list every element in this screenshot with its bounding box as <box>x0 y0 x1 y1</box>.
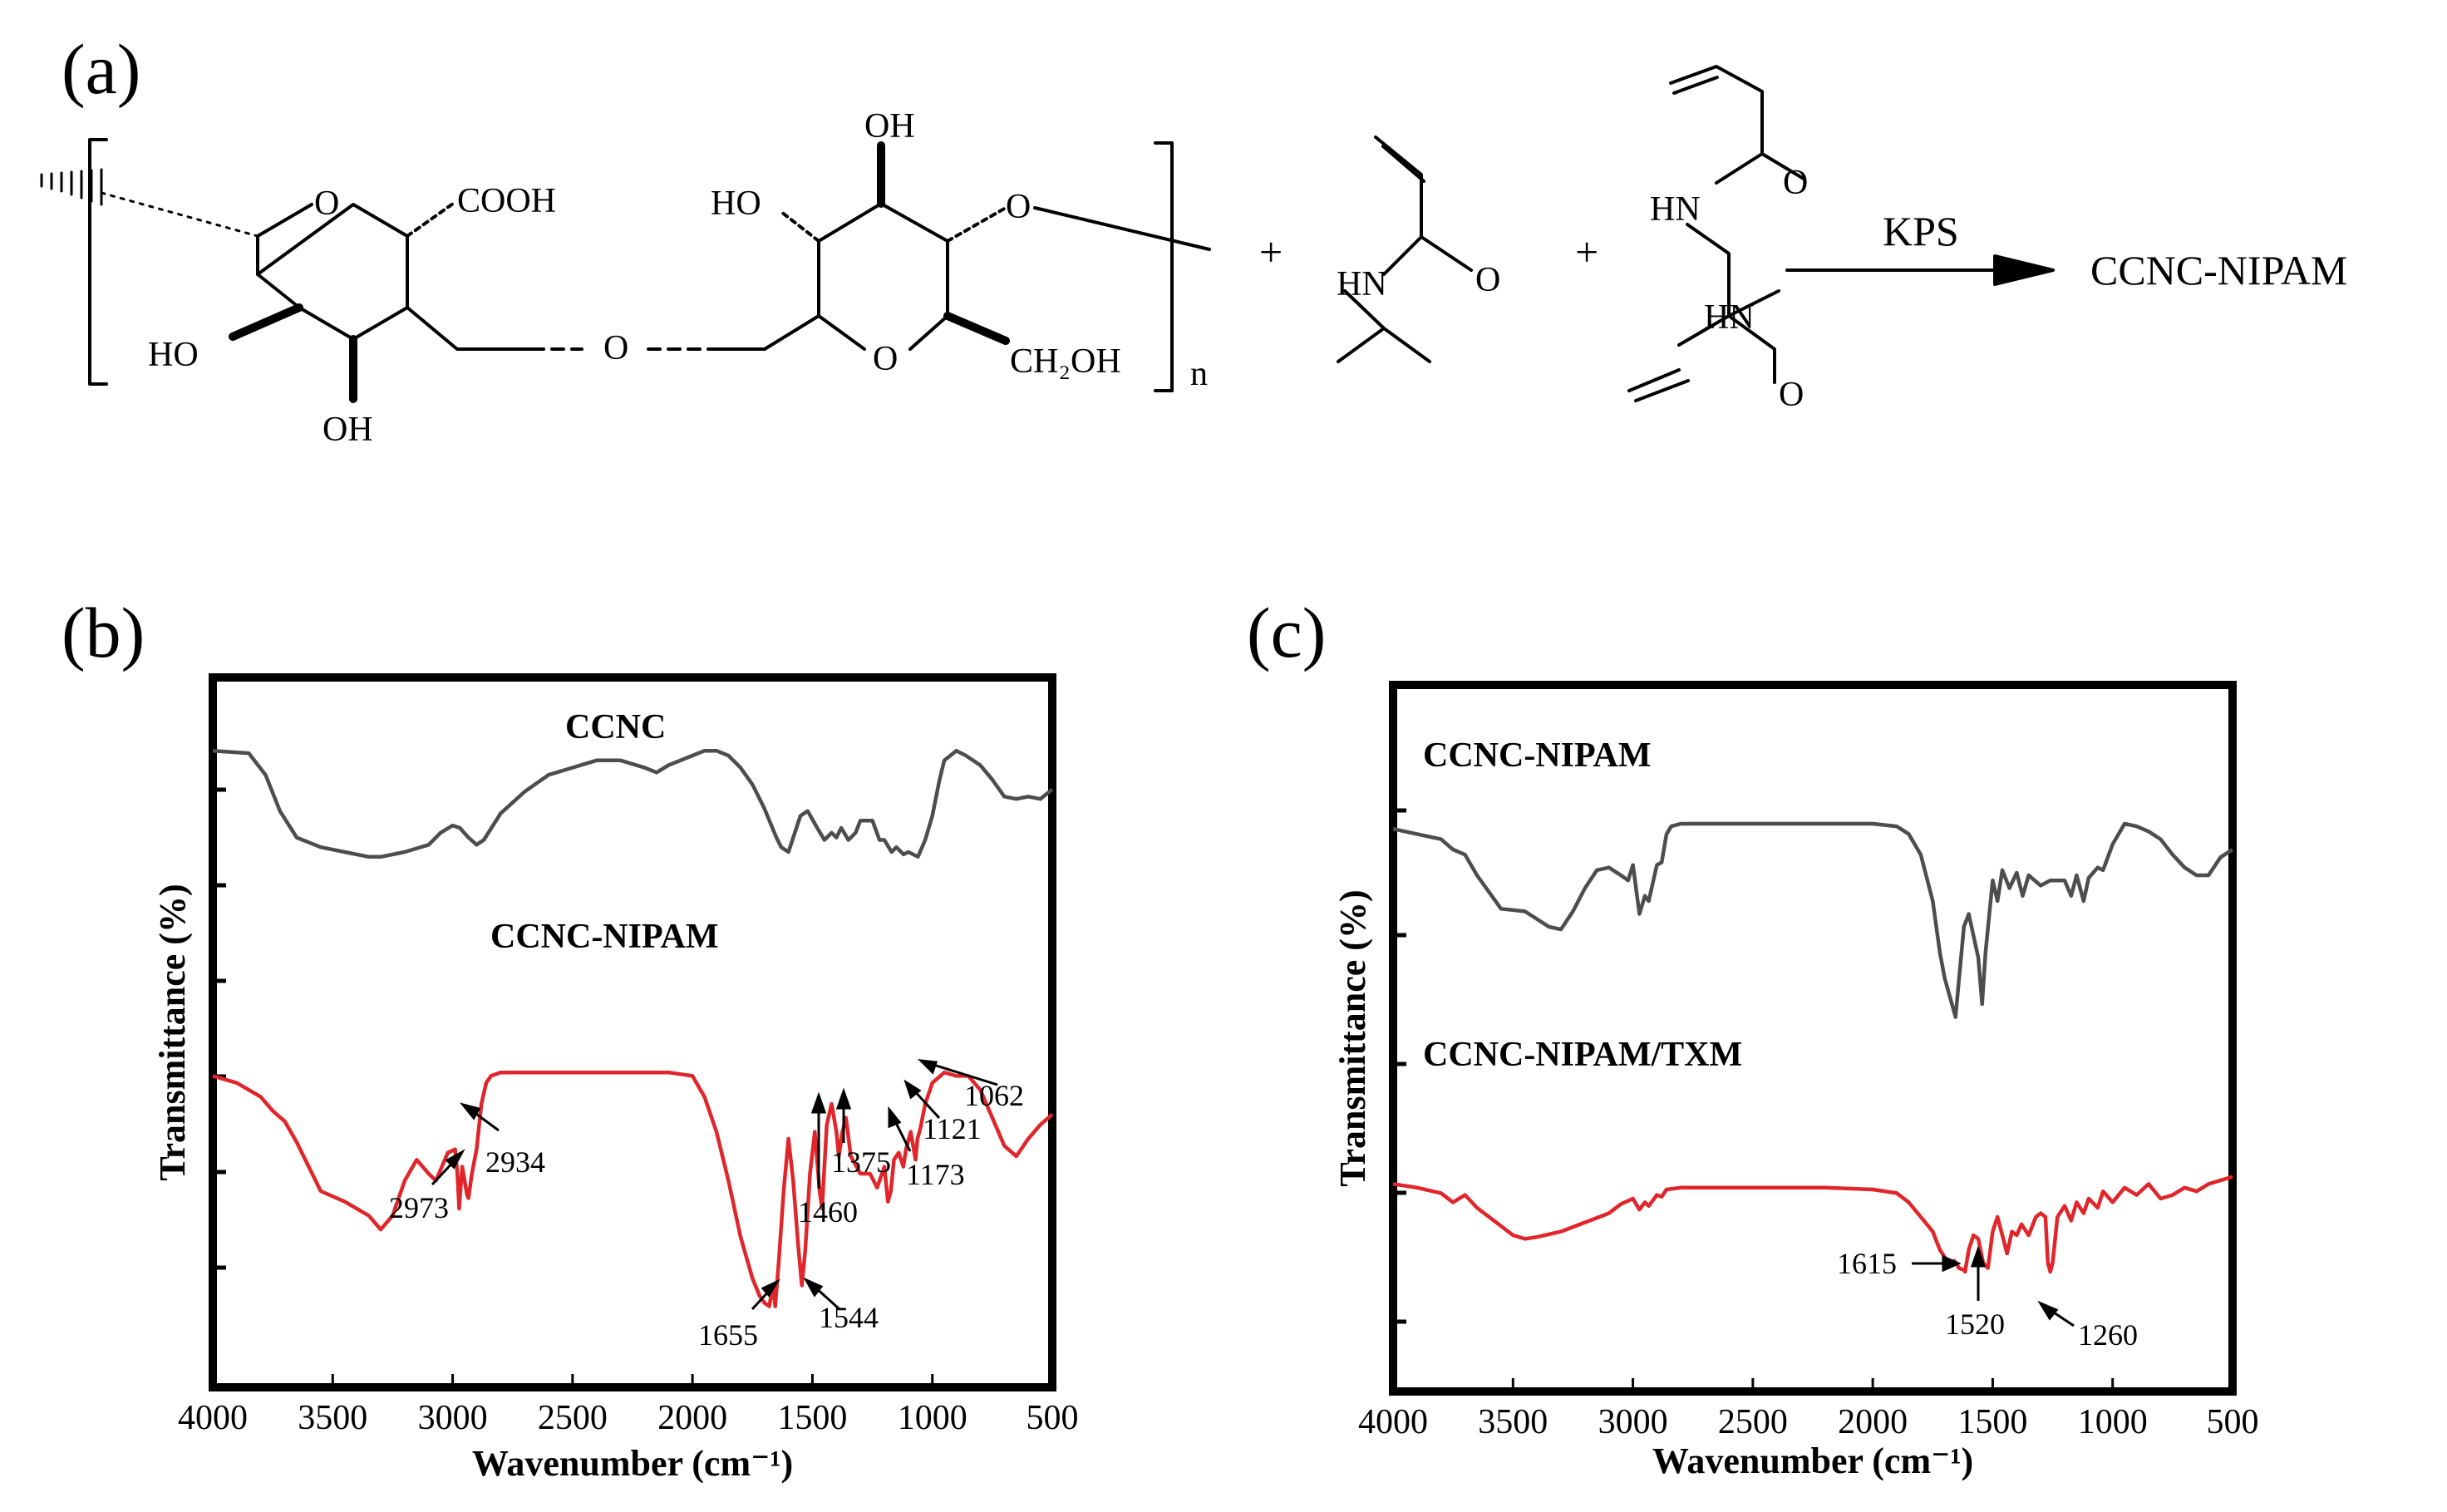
series-line-ccnc-nipam <box>1392 821 2234 1019</box>
series-label-ccnc-nipam-txm-c: CCNC-NIPAM/TXM <box>1423 1036 1742 1074</box>
catalyst-label: KPS <box>1883 208 1959 254</box>
x-tick-label: 2500 <box>1718 1403 1788 1441</box>
reaction-scheme <box>40 65 2055 403</box>
x-tick-label: 3000 <box>418 1399 488 1437</box>
x-axis-title-c: Wavenumber (cm⁻¹) <box>1652 1441 1973 1481</box>
right-bracket <box>1154 141 1174 392</box>
peak-label-1544: 1544 <box>819 1301 879 1334</box>
peak-label-2934: 2934 <box>485 1145 545 1179</box>
ho-ring1-label: HO <box>148 336 199 374</box>
hashed-bond <box>40 168 103 206</box>
y-axis-title-c: Transmittance (%) <box>1332 889 1373 1186</box>
mba-structure <box>1627 65 1805 392</box>
oh-bottom-label: OH <box>322 411 373 449</box>
panel-label-a: (a) <box>62 29 140 109</box>
series-label-ccnc-b: CCNC <box>565 708 666 746</box>
link-oxygen: O <box>1006 188 1031 226</box>
ftir-chart-b: 4000 3500 3000 2500 2000 1500 1000 500 Wavenumb… <box>152 673 1079 1484</box>
x-tick-label: 3500 <box>1478 1403 1548 1441</box>
panel-label-c: (c) <box>1247 593 1326 672</box>
y-axis-title-b: Transmittance (%) <box>152 884 193 1180</box>
peak-label-1062: 1062 <box>964 1079 1024 1112</box>
product-label: CCNC-NIPAM <box>2090 247 2347 293</box>
nipam-hn: HN <box>1337 265 1387 303</box>
series-group-c <box>1392 821 2234 1274</box>
ring-2 <box>763 202 949 351</box>
x-tick-label: 500 <box>2207 1403 2259 1441</box>
x-tick-label: 500 <box>1027 1399 1079 1437</box>
ch2oh-label: CH₂OH <box>1010 342 1121 381</box>
ftir-chart-c: 4000 3500 3000 2500 2000 1500 1000 500 Wavenumb… <box>1332 681 2259 1481</box>
mba-oxygen-2: O <box>1779 376 1804 414</box>
mba-oxygen-1: O <box>1783 164 1808 202</box>
x-tick-label: 2500 <box>538 1399 608 1437</box>
peak-label-2973: 2973 <box>389 1191 449 1224</box>
x-axis-c: 4000 3500 3000 2500 2000 1500 1000 500 <box>1358 1378 2259 1441</box>
x-tick-label: 2000 <box>657 1399 727 1437</box>
peak-label-1375: 1375 <box>831 1145 891 1179</box>
peak-label-1460: 1460 <box>798 1195 858 1229</box>
plus-sign-1: + <box>1259 229 1283 275</box>
x-tick-label: 1500 <box>1957 1403 2027 1441</box>
left-bracket <box>88 138 108 386</box>
mba-hn-2: HN <box>1704 298 1755 337</box>
series-line-ccnc-nipam-txm <box>1392 1175 2233 1274</box>
panel-label-b: (b) <box>62 593 145 672</box>
series-label-ccnc-nipam-b: CCNC-NIPAM <box>490 918 719 956</box>
plot-frame-b <box>209 673 1056 1391</box>
cooh-label: COOH <box>457 182 556 220</box>
peak-label-1173: 1173 <box>906 1158 965 1191</box>
nipam-structure <box>1337 135 1473 363</box>
mba-hn-1: HN <box>1650 190 1701 229</box>
x-tick-label: 3000 <box>1598 1403 1668 1441</box>
x-tick-label: 1000 <box>898 1399 967 1437</box>
x-tick-label: 3500 <box>298 1399 367 1437</box>
nipam-oxygen: O <box>1475 261 1500 299</box>
peak-label-1260: 1260 <box>2078 1318 2138 1352</box>
x-axis-b: 4000 3500 3000 2500 2000 1500 1000 500 <box>178 1374 1079 1437</box>
y-axis-c <box>1396 808 1406 1324</box>
x-tick-label: 1500 <box>777 1399 847 1437</box>
x-tick-label: 4000 <box>178 1399 248 1437</box>
peak-label-1520: 1520 <box>1945 1308 2005 1341</box>
ring1-oxygen: O <box>314 185 339 223</box>
series-line-ccnc <box>212 748 1054 859</box>
ring2-oxygen: O <box>873 340 898 378</box>
x-tick-label: 1000 <box>2078 1403 2148 1441</box>
plus-sign-2: + <box>1575 229 1598 275</box>
peak-annotations-b <box>431 1059 998 1311</box>
peak-label-1655: 1655 <box>698 1318 758 1352</box>
peak-label-1121: 1121 <box>923 1112 982 1145</box>
ho-ring2-label: HO <box>711 185 761 223</box>
repeat-unit-n: n <box>1190 355 1208 393</box>
peak-annotations-c <box>1912 1245 2075 1327</box>
oh-top-label: OH <box>864 107 915 145</box>
peak-label-1615: 1615 <box>1837 1247 1897 1280</box>
plot-frame-c <box>1389 681 2237 1396</box>
x-axis-title-b: Wavenumber (cm⁻¹) <box>472 1443 793 1484</box>
bridge-oxygen: O <box>603 329 628 367</box>
series-label-ccnc-nipam-c: CCNC-NIPAM <box>1423 736 1652 775</box>
series-group-b <box>212 748 1054 1308</box>
y-axis-b <box>216 787 226 1270</box>
x-tick-label: 4000 <box>1358 1403 1428 1441</box>
x-tick-label: 2000 <box>1838 1403 1908 1441</box>
